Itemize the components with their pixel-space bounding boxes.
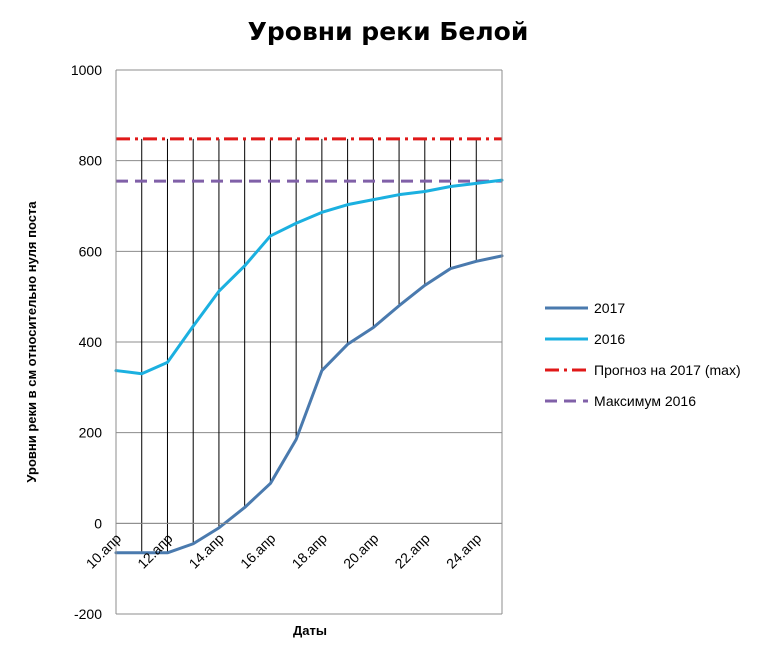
y-tick-label: 800 bbox=[79, 153, 103, 169]
x-tick-label: 18.апр bbox=[289, 530, 331, 572]
y-tick-label: 600 bbox=[79, 243, 103, 259]
y-tick-label: 400 bbox=[79, 334, 103, 350]
y-tick-labels: -200 0 200 400 600 800 1000 bbox=[71, 62, 102, 622]
gridlines bbox=[116, 69, 502, 615]
legend-label: 2016 bbox=[594, 331, 625, 347]
series-lines bbox=[114, 137, 504, 555]
drop-lines bbox=[115, 138, 503, 553]
chart-title: Уровни реки Белой bbox=[248, 17, 529, 46]
legend-label: Максимум 2016 bbox=[594, 393, 696, 409]
legend-label: 2017 bbox=[594, 300, 625, 316]
series-line-2016 bbox=[114, 178, 504, 376]
legend-label: Прогноз на 2017 (max) bbox=[594, 362, 741, 378]
y-tick-label: 1000 bbox=[71, 62, 102, 78]
x-tick-label: 22.апр bbox=[391, 530, 433, 572]
y-axis-title: Уровни реки в см относительно нуля поста bbox=[24, 201, 39, 483]
x-tick-label: 16.апр bbox=[237, 530, 279, 572]
x-axis-title: Даты bbox=[293, 623, 327, 638]
axes bbox=[115, 70, 503, 614]
series-line-2017 bbox=[114, 254, 504, 555]
legend: 2017 2016 Прогноз на 2017 (max) Максимум 20… bbox=[545, 300, 741, 409]
x-tick-labels: 10.апр 12.апр 14.апр 16.апр 18.апр 20.апр 22.а… bbox=[83, 530, 485, 572]
x-tick-label: 10.апр bbox=[83, 530, 125, 572]
x-tick-label: 24.апр bbox=[443, 530, 485, 572]
y-tick-label: -200 bbox=[74, 606, 102, 622]
y-tick-label: 200 bbox=[79, 425, 103, 441]
y-tick-label: 0 bbox=[94, 515, 102, 531]
x-tick-label: 20.апр bbox=[340, 530, 382, 572]
